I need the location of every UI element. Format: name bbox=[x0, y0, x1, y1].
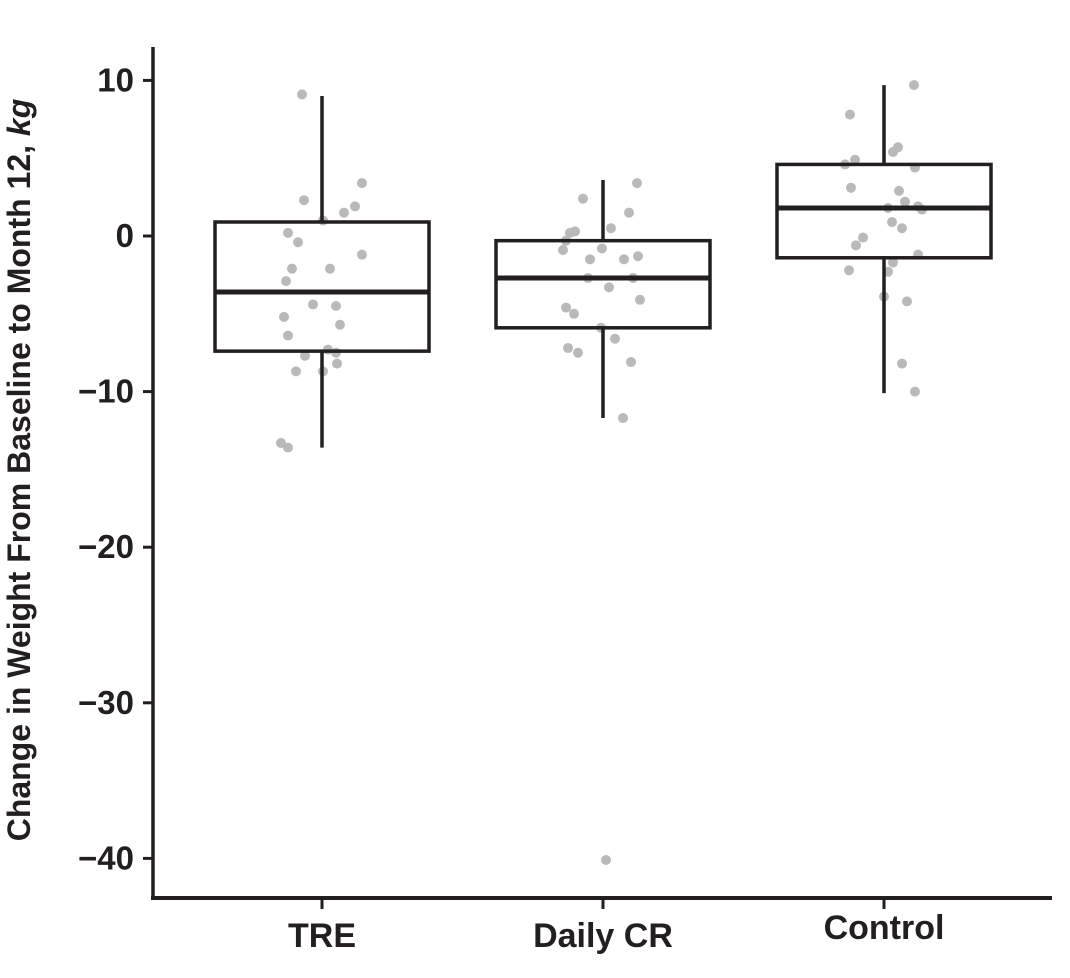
data-point-tre bbox=[335, 319, 345, 330]
y-tick-label: 10 bbox=[97, 61, 134, 98]
data-point-tre bbox=[325, 263, 335, 274]
data-point-daily-cr bbox=[626, 357, 636, 368]
y-axis-title: Change in Weight From Baseline to Month … bbox=[1, 99, 37, 842]
data-point-daily-cr bbox=[601, 854, 611, 865]
data-point-daily-cr bbox=[563, 343, 573, 354]
plot-area: 10 0 −10 −20 −30 −40 TRE Daily CR Control bbox=[78, 47, 1052, 955]
data-point-daily-cr bbox=[578, 193, 588, 204]
y-tick-label: −20 bbox=[78, 528, 134, 565]
data-point-control bbox=[897, 223, 907, 234]
data-point-tre bbox=[291, 366, 301, 377]
data-point-control bbox=[851, 240, 861, 251]
y-tick-label: −40 bbox=[78, 839, 134, 876]
data-point-tre bbox=[332, 358, 342, 369]
iqr-box bbox=[213, 220, 431, 353]
data-point-daily-cr bbox=[610, 333, 620, 344]
data-point-daily-cr bbox=[569, 308, 579, 319]
data-point-control bbox=[845, 109, 855, 120]
data-point-tre bbox=[287, 263, 297, 274]
data-point-daily-cr bbox=[573, 347, 583, 358]
data-point-tre bbox=[339, 207, 349, 218]
y-tick-label: −10 bbox=[78, 373, 134, 410]
data-point-daily-cr bbox=[597, 243, 607, 254]
data-point-daily-cr bbox=[633, 251, 643, 262]
data-point-tre bbox=[308, 299, 318, 310]
data-point-daily-cr bbox=[619, 254, 629, 265]
data-point-daily-cr bbox=[585, 254, 595, 265]
data-point-control bbox=[888, 257, 898, 268]
data-point-control bbox=[910, 386, 920, 397]
data-point-tre bbox=[300, 350, 310, 361]
data-point-control bbox=[900, 196, 910, 207]
data-point-tre bbox=[283, 442, 293, 453]
box-group-control bbox=[775, 80, 993, 397]
x-category-label-tre: TRE bbox=[288, 917, 356, 955]
x-category-label-control: Control bbox=[824, 909, 945, 947]
y-tick-label: −30 bbox=[78, 684, 134, 721]
data-point-tre bbox=[350, 201, 360, 212]
box-group-daily-cr bbox=[494, 178, 712, 865]
data-point-control bbox=[897, 358, 907, 369]
data-point-daily-cr bbox=[635, 294, 645, 305]
data-point-tre bbox=[357, 249, 367, 260]
data-point-control bbox=[894, 185, 904, 196]
data-point-tre bbox=[283, 227, 293, 238]
data-point-control bbox=[888, 146, 898, 157]
data-point-control bbox=[850, 154, 860, 165]
data-point-tre bbox=[357, 178, 367, 189]
data-point-control bbox=[902, 296, 912, 307]
data-point-tre bbox=[293, 237, 303, 248]
data-point-tre bbox=[281, 276, 291, 287]
box-group-tre bbox=[213, 89, 431, 453]
y-tick-label: 0 bbox=[116, 217, 134, 254]
data-point-control bbox=[909, 80, 919, 91]
data-point-tre bbox=[283, 330, 293, 341]
data-point-control bbox=[887, 216, 897, 227]
data-point-daily-cr bbox=[632, 178, 642, 189]
data-point-control bbox=[858, 232, 868, 243]
y-axis-title-text: Change in Weight From Baseline to Month … bbox=[1, 136, 37, 841]
data-point-control bbox=[846, 182, 856, 193]
data-point-tre bbox=[279, 311, 289, 322]
data-point-control bbox=[844, 265, 854, 276]
data-point-daily-cr bbox=[606, 223, 616, 234]
data-point-tre bbox=[331, 301, 341, 312]
data-point-daily-cr bbox=[624, 207, 634, 218]
iqr-box bbox=[494, 238, 712, 330]
x-category-label-daily-cr: Daily CR bbox=[533, 917, 673, 955]
data-point-daily-cr bbox=[561, 302, 571, 313]
data-point-daily-cr bbox=[565, 227, 575, 238]
data-point-daily-cr bbox=[604, 282, 614, 293]
iqr-box bbox=[775, 162, 993, 260]
data-point-daily-cr bbox=[618, 413, 628, 424]
data-point-tre bbox=[299, 195, 309, 206]
data-point-tre bbox=[297, 89, 307, 100]
data-point-daily-cr bbox=[558, 245, 568, 256]
y-axis-title-unit: kg bbox=[1, 99, 37, 136]
